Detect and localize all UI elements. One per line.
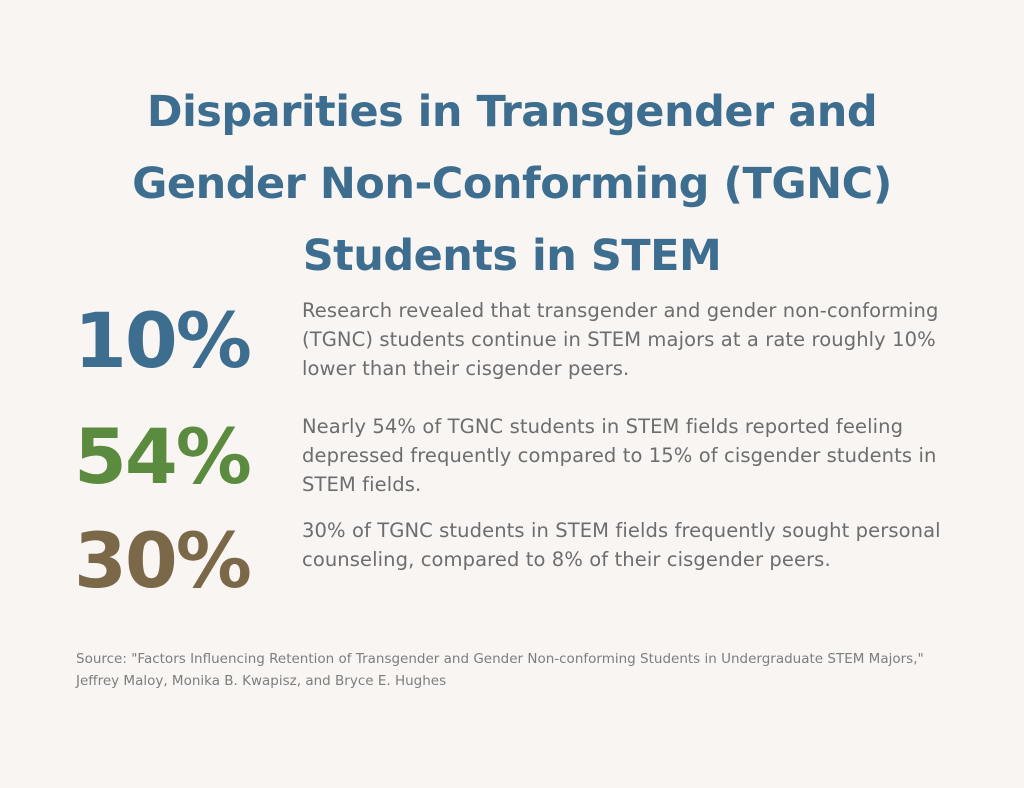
source-citation: Source: "Factors Influencing Retention o…	[76, 651, 924, 689]
stat-value: 54%	[74, 412, 252, 501]
page-title: Disparities in Transgender and Gender No…	[132, 87, 892, 281]
stat-description: 30% of TGNC students in STEM fields freq…	[302, 519, 941, 571]
stat-value: 10%	[74, 296, 252, 385]
stat-value: 30%	[74, 516, 252, 605]
stat-description: Nearly 54% of TGNC students in STEM fiel…	[302, 415, 937, 496]
stat-description: Research revealed that transgender and g…	[302, 299, 939, 380]
